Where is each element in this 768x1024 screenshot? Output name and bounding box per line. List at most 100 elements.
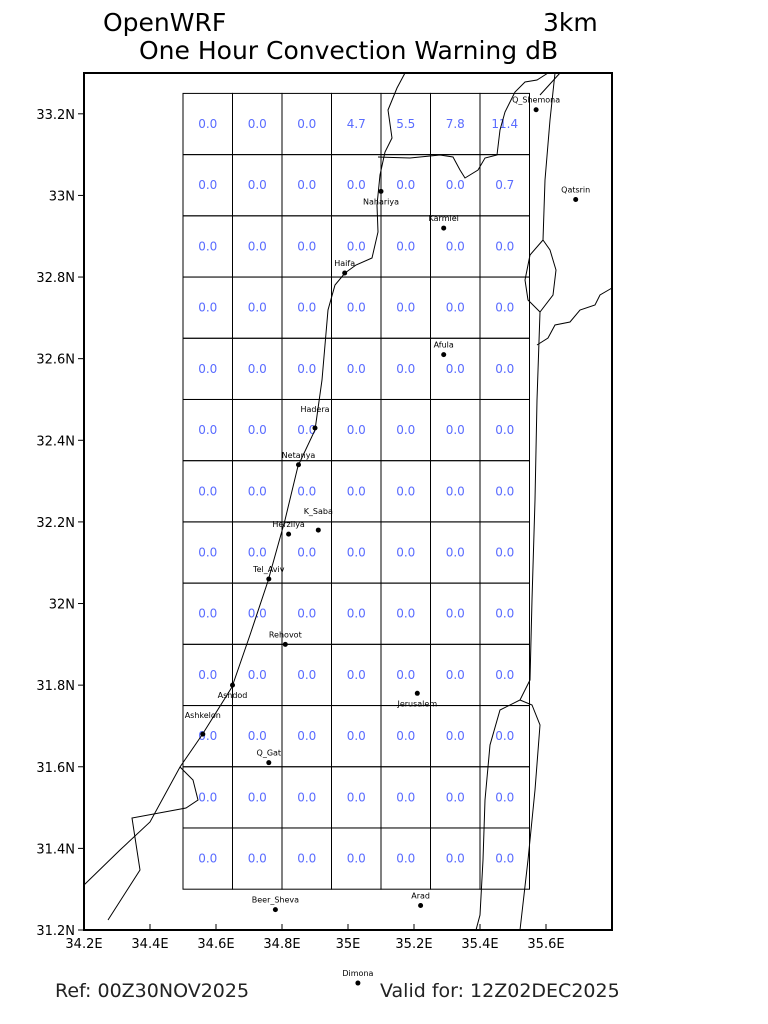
city-marker — [315, 527, 321, 533]
cell-value: 0.0 — [446, 729, 465, 743]
cell-value: 0.0 — [198, 301, 217, 315]
cell-value: 0.0 — [248, 546, 267, 560]
cell-value: 0.0 — [198, 668, 217, 682]
jordan-border — [475, 311, 541, 931]
y-tick-label: 32.2N — [36, 516, 75, 531]
city-label: Haifa — [334, 259, 355, 268]
cell-value: 0.0 — [495, 301, 514, 315]
cell-value: 0.0 — [446, 852, 465, 866]
cell-value: 0.0 — [198, 607, 217, 621]
cell-value: 0.0 — [297, 668, 316, 682]
x-tick-label: 35.2E — [395, 937, 432, 952]
cell-value: 0.0 — [446, 668, 465, 682]
city-marker — [342, 270, 348, 276]
cell-value: 0.0 — [446, 607, 465, 621]
cell-value: 0.0 — [297, 790, 316, 804]
cell-value: 0.0 — [495, 546, 514, 560]
dead-sea-east — [519, 699, 541, 931]
city-marker — [533, 107, 539, 113]
y-tick-label: 32.8N — [36, 271, 75, 286]
city-label: Karmiel — [429, 214, 459, 223]
cell-value: 0.0 — [446, 178, 465, 192]
city-label: Q_Gat — [257, 749, 282, 758]
cell-value: 0.0 — [396, 301, 415, 315]
city-marker — [441, 225, 447, 231]
city-marker — [414, 690, 420, 696]
cell-value: 0.0 — [297, 546, 316, 560]
y-tick-label: 31.8N — [36, 679, 75, 694]
cell-value: 0.0 — [297, 607, 316, 621]
y-tick-label: 32.4N — [36, 434, 75, 449]
cell-value: 0.0 — [396, 423, 415, 437]
city-label: Q_Shemona — [512, 96, 560, 105]
cell-value: 0.7 — [495, 178, 514, 192]
value-grid: 0.0 0.0 0.0 4.7 5.5 7.8 11.4 0.0 0.0 0.0 0.0 0.0 0.0… — [182, 92, 530, 890]
city-label: Tel_Aviv — [252, 565, 285, 574]
cell-value: 0.0 — [297, 362, 316, 376]
cell-value: 0.0 — [248, 729, 267, 743]
cell-value: 0.0 — [347, 362, 366, 376]
cell-value: 0.0 — [198, 423, 217, 437]
cell-value: 0.0 — [446, 239, 465, 253]
cell-value: 0.0 — [495, 607, 514, 621]
cell-value: 0.0 — [396, 607, 415, 621]
city-marker — [272, 907, 278, 913]
city-marker — [441, 352, 447, 358]
cell-value: 0.0 — [396, 239, 415, 253]
cell-value: 0.0 — [495, 423, 514, 437]
cell-value: 0.0 — [297, 852, 316, 866]
syria-border — [536, 287, 613, 346]
cell-value: 0.0 — [297, 178, 316, 192]
cell-value: 0.0 — [347, 239, 366, 253]
cell-value: 0.0 — [495, 362, 514, 376]
cell-value: 0.0 — [347, 607, 366, 621]
city-label: Hadera — [300, 405, 329, 414]
cell-value: 0.0 — [396, 790, 415, 804]
city-label: Ashkelon — [185, 711, 221, 720]
cell-value: 0.0 — [198, 239, 217, 253]
city-label: Qatsrin — [561, 186, 590, 195]
cell-value: 0.0 — [396, 362, 415, 376]
cell-value: 0.0 — [248, 852, 267, 866]
cell-value: 0.0 — [347, 423, 366, 437]
cell-value: 0.0 — [347, 729, 366, 743]
cell-value: 0.0 — [198, 484, 217, 498]
cell-value: 0.0 — [347, 852, 366, 866]
cell-value: 0.0 — [347, 546, 366, 560]
city-marker — [296, 462, 301, 468]
city-label: Netanya — [282, 451, 316, 460]
cell-value: 0.0 — [248, 423, 267, 437]
cell-value: 0.0 — [248, 362, 267, 376]
city-marker — [282, 641, 288, 647]
y-tick-label: 33.2N — [36, 108, 75, 123]
x-tick-label: 34.8E — [263, 937, 300, 952]
cell-value: 0.0 — [198, 178, 217, 192]
x-tick-label: 34.6E — [197, 937, 234, 952]
city-label: Herzliya — [272, 520, 305, 529]
coastline — [83, 72, 406, 886]
y-tick-label: 32.6N — [36, 353, 75, 368]
cell-value: 0.0 — [446, 790, 465, 804]
lebanon-border — [377, 72, 549, 179]
city-marker — [355, 980, 361, 986]
cell-value: 0.0 — [198, 546, 217, 560]
cell-value: 0.0 — [248, 790, 267, 804]
y-tick-label: 31.2N — [36, 924, 75, 939]
cell-value: 0.0 — [495, 668, 514, 682]
city-label: Arad — [411, 892, 430, 901]
cell-value: 0.0 — [347, 178, 366, 192]
y-tick-label: 33N — [49, 189, 75, 204]
cell-value: 0.0 — [446, 546, 465, 560]
city-label: Ashdod — [218, 691, 248, 700]
x-tick-label: 34.4E — [131, 937, 168, 952]
cell-value: 0.0 — [297, 729, 316, 743]
cell-value: 0.0 — [396, 668, 415, 682]
cell-value: 7.8 — [446, 117, 465, 131]
cities: Q_Shemona Qatsrin Nahariya Karmiel Haifa Aful… — [185, 96, 590, 986]
y-tick-label: 32N — [49, 598, 75, 613]
ref-time: Ref: 00Z30NOV2025 — [55, 980, 249, 1002]
cell-value: 0.0 — [248, 239, 267, 253]
cell-value: 0.0 — [495, 484, 514, 498]
cell-value: 0.0 — [396, 852, 415, 866]
cell-value: 0.0 — [495, 852, 514, 866]
